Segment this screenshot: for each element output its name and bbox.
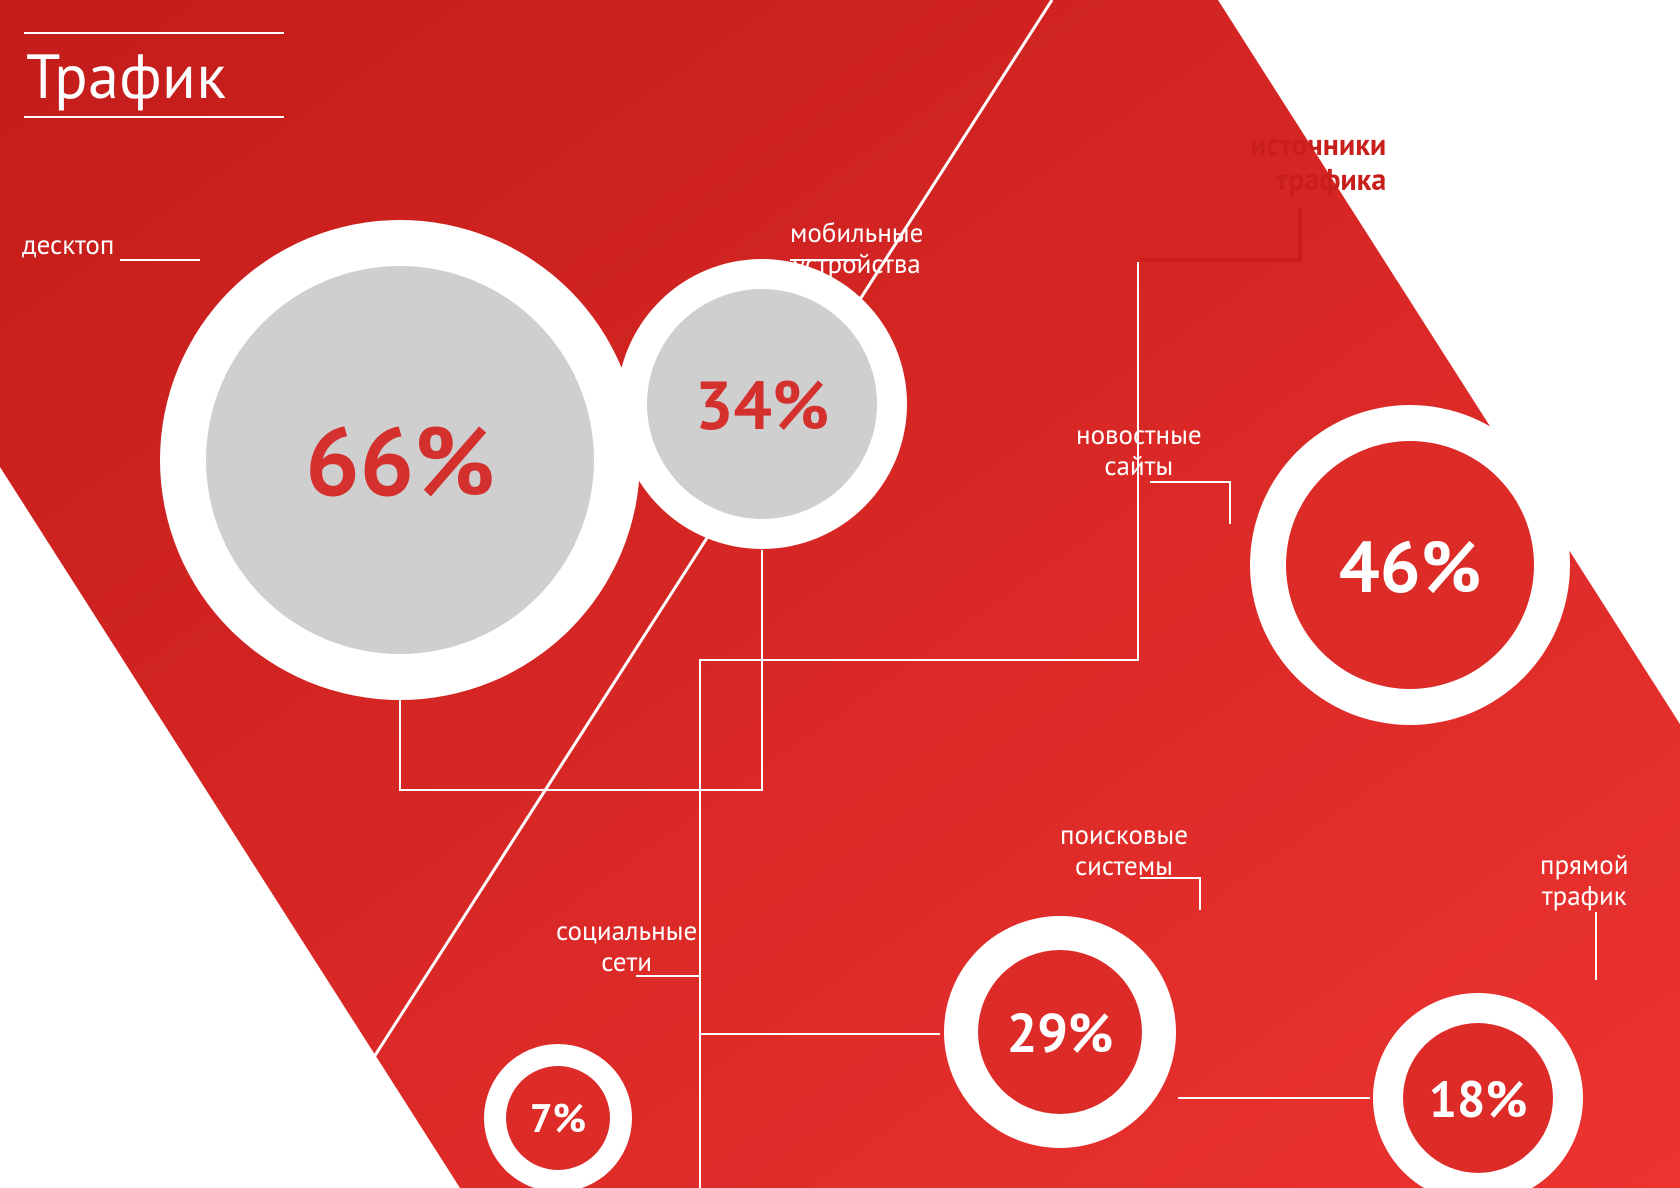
source-value-social: 7% <box>506 1066 610 1170</box>
source-bubble-social: 7% <box>484 1044 632 1188</box>
source-label-direct: прямойтрафик <box>1540 850 1629 912</box>
device-bubble-desktop: 66% <box>160 220 640 700</box>
device-bubble-mobile: 34% <box>617 259 907 549</box>
device-value-desktop: 66% <box>206 266 594 654</box>
title-rule-bottom <box>24 116 284 118</box>
source-value-search: 29% <box>978 950 1142 1114</box>
source-label-news: новостныесайты <box>1076 420 1202 482</box>
source-bubble-direct: 18% <box>1373 993 1583 1188</box>
title-rule-top <box>24 32 284 34</box>
device-label-mobile: мобильныеустройства <box>790 218 923 280</box>
device-label-desktop: десктоп <box>22 230 114 261</box>
source-value-news: 46% <box>1286 441 1534 689</box>
device-value-mobile: 34% <box>647 289 877 519</box>
source-label-search: поисковыесистемы <box>1060 820 1188 882</box>
infographic-stage: Трафик источники трафика 66% десктоп 34% мо… <box>0 0 1680 1188</box>
source-label-social: социальныесети <box>556 916 697 978</box>
source-bubble-search: 29% <box>944 916 1176 1148</box>
sources-heading-line1: источники <box>1250 125 1386 164</box>
sources-heading-line2: трафика <box>1276 160 1387 199</box>
sources-heading: источники трафика <box>1250 128 1386 197</box>
page-title: Трафик <box>26 36 227 116</box>
source-bubble-news: 46% <box>1250 405 1570 725</box>
source-value-direct: 18% <box>1403 1023 1553 1173</box>
